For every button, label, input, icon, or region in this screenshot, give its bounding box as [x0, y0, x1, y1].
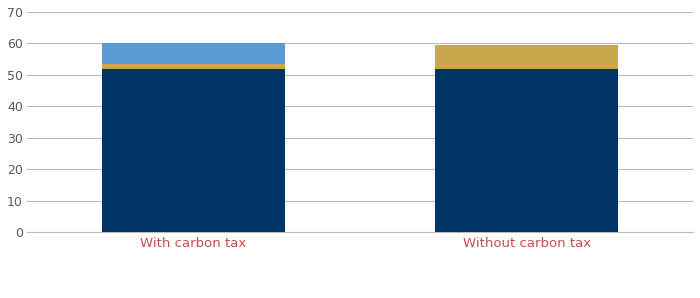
Bar — [102, 44, 285, 64]
Bar — [102, 64, 285, 69]
Bar — [102, 69, 285, 232]
Bar — [435, 45, 618, 69]
Bar — [435, 69, 618, 232]
Legend: Expenses, Operating margin, Carbon tax at 10%: Expenses, Operating margin, Carbon tax a… — [148, 296, 573, 298]
